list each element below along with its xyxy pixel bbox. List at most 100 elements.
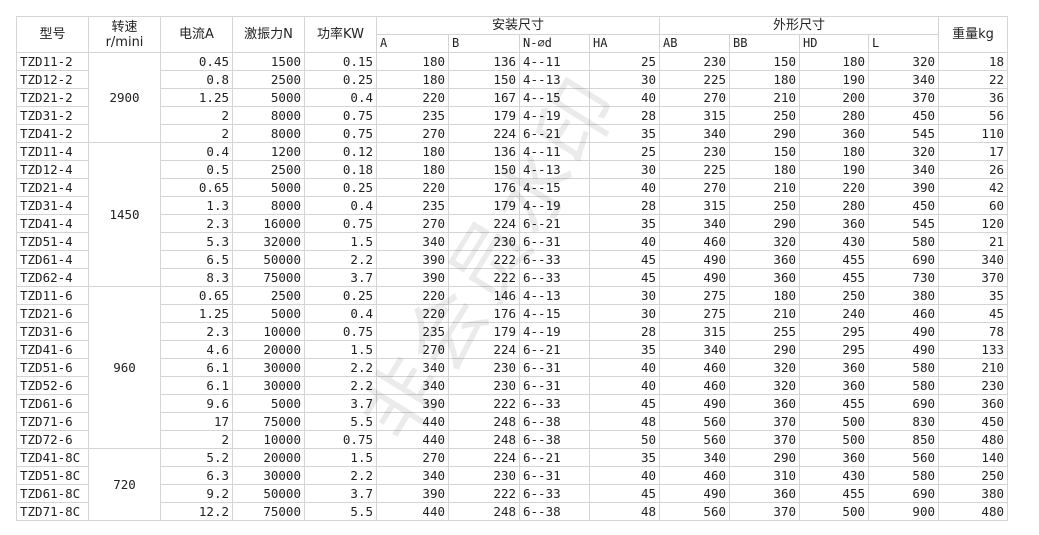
cell-weight: 18	[938, 52, 1008, 71]
cell-model: TZD41-2	[16, 124, 89, 143]
cell-ab: 340	[659, 448, 730, 467]
cell-ha: 30	[589, 160, 660, 179]
cell-force: 5000	[232, 178, 305, 197]
cell-bb: 180	[729, 286, 800, 305]
cell-current: 6.5	[160, 250, 233, 269]
cell-n-d: 4--15	[519, 178, 590, 197]
cell-bb: 320	[729, 376, 800, 395]
cell-current: 0.5	[160, 160, 233, 179]
cell-n-d: 6--33	[519, 250, 590, 269]
cell-current: 9.2	[160, 484, 233, 503]
cell-power: 0.4	[304, 88, 377, 107]
cell-hd: 240	[799, 304, 869, 323]
cell-n-d: 6--33	[519, 268, 590, 287]
cell-ab: 270	[659, 88, 730, 107]
cell-n-d: 4--11	[519, 142, 590, 161]
cell-weight: 110	[938, 124, 1008, 143]
cell-power: 0.12	[304, 142, 377, 161]
cell-l: 490	[868, 322, 939, 341]
cell-model: TZD41-4	[16, 214, 89, 233]
cell-b: 150	[448, 70, 520, 89]
cell-model: TZD21-4	[16, 178, 89, 197]
cell-model: TZD12-4	[16, 160, 89, 179]
cell-power: 0.75	[304, 430, 377, 449]
table-row: TZD11-2 2900 0.45 1500 0.15 180 136 4--11 25 230 1…	[16, 52, 1008, 143]
cell-a: 180	[376, 142, 449, 161]
cell-ha: 45	[589, 394, 660, 413]
cell-model: TZD11-2	[16, 52, 89, 71]
cell-n-d: 4--19	[519, 106, 590, 125]
cell-weight: 120	[938, 214, 1008, 233]
cell-weight: 45	[938, 304, 1008, 323]
cell-force: 30000	[232, 466, 305, 485]
cell-current: 0.65	[160, 178, 233, 197]
cell-current: 2	[160, 430, 233, 449]
cell-weight: 17	[938, 142, 1008, 161]
cell-n-d: 4--13	[519, 70, 590, 89]
cell-hd: 430	[799, 466, 869, 485]
cell-force: 8000	[232, 106, 305, 125]
header-power: 功率KW	[304, 16, 377, 53]
cell-ab: 460	[659, 358, 730, 377]
cell-force: 5000	[232, 88, 305, 107]
table-row: TZD72-6 2 10000 0.75 440 248 6--38 50 560 370 500 8…	[16, 430, 1008, 449]
cell-l: 380	[868, 286, 939, 305]
cell-current: 8.3	[160, 268, 233, 287]
cell-n-d: 6--33	[519, 394, 590, 413]
cell-b: 222	[448, 484, 520, 503]
cell-hd: 360	[799, 448, 869, 467]
cell-speed: 2900	[88, 52, 161, 143]
cell-hd: 190	[799, 70, 869, 89]
cell-current: 5.3	[160, 232, 233, 251]
table-row: TZD41-6 4.6 20000 1.5 270 224 6--21 35 340 290 295…	[16, 340, 1008, 359]
cell-speed: 1450	[88, 142, 161, 287]
cell-l: 690	[868, 394, 939, 413]
cell-power: 2.2	[304, 466, 377, 485]
cell-a: 180	[376, 160, 449, 179]
cell-force: 1200	[232, 142, 305, 161]
cell-power: 0.75	[304, 214, 377, 233]
cell-a: 440	[376, 430, 449, 449]
cell-current: 0.8	[160, 70, 233, 89]
cell-l: 340	[868, 70, 939, 89]
cell-ha: 30	[589, 286, 660, 305]
cell-ha: 28	[589, 322, 660, 341]
cell-current: 1.25	[160, 304, 233, 323]
header-outline-group: 外形尺寸	[659, 16, 939, 35]
cell-l: 560	[868, 448, 939, 467]
cell-l: 545	[868, 124, 939, 143]
cell-speed: 960	[88, 286, 161, 449]
header-model: 型号	[16, 16, 89, 53]
cell-l: 390	[868, 178, 939, 197]
cell-ha: 40	[589, 88, 660, 107]
cell-ha: 48	[589, 502, 660, 521]
header-install-a: A	[376, 34, 449, 53]
cell-weight: 480	[938, 502, 1008, 521]
cell-model: TZD11-4	[16, 142, 89, 161]
cell-a: 235	[376, 322, 449, 341]
cell-l: 545	[868, 214, 939, 233]
cell-ab: 230	[659, 142, 730, 161]
cell-force: 20000	[232, 340, 305, 359]
cell-speed: 720	[88, 448, 161, 521]
cell-b: 176	[448, 304, 520, 323]
cell-model: TZD72-6	[16, 430, 89, 449]
cell-bb: 320	[729, 232, 800, 251]
cell-current: 9.6	[160, 394, 233, 413]
cell-force: 2500	[232, 70, 305, 89]
table-row: TZD31-2 2 8000 0.75 235 179 4--19 28 315 250 280 45…	[16, 106, 1008, 125]
cell-ha: 30	[589, 70, 660, 89]
cell-bb: 370	[729, 412, 800, 431]
cell-force: 30000	[232, 358, 305, 377]
cell-bb: 360	[729, 250, 800, 269]
cell-weight: 133	[938, 340, 1008, 359]
cell-ab: 490	[659, 394, 730, 413]
cell-ab: 560	[659, 430, 730, 449]
table-row: TZD71-8C 12.2 75000 5.5 440 248 6--38 48 560 370 5…	[16, 502, 1008, 521]
header-force: 激振力N	[232, 16, 305, 53]
cell-hd: 500	[799, 430, 869, 449]
cell-ha: 30	[589, 304, 660, 323]
cell-a: 220	[376, 286, 449, 305]
cell-power: 1.5	[304, 340, 377, 359]
cell-force: 50000	[232, 484, 305, 503]
